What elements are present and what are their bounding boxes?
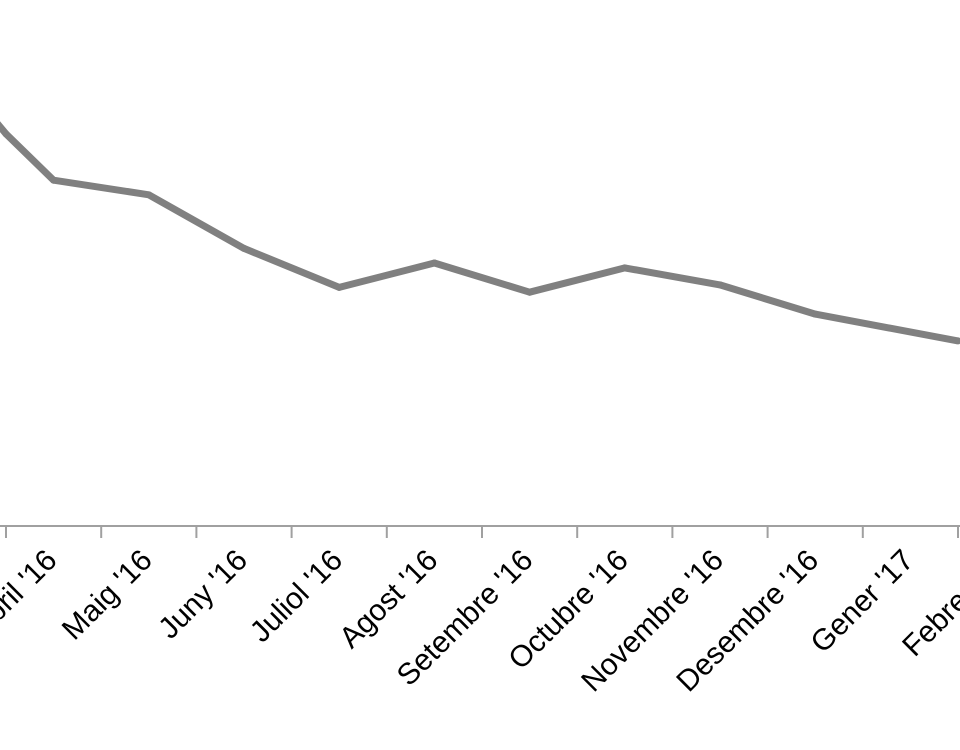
series-line <box>0 121 959 345</box>
data-point <box>335 283 343 291</box>
x-axis <box>0 525 960 538</box>
data-point <box>526 288 534 296</box>
data-point <box>2 130 10 138</box>
data-point <box>430 259 438 267</box>
data-point <box>811 310 819 318</box>
x-tick-label: Abril '16 <box>0 544 64 643</box>
data-point <box>145 191 153 199</box>
series-layer <box>0 121 960 345</box>
data-point <box>954 337 960 345</box>
data-point <box>621 264 629 272</box>
data-point <box>50 176 58 184</box>
data-point <box>716 281 724 289</box>
x-tick-label: Juny '16 <box>152 544 254 646</box>
x-tick-label: Maig '16 <box>56 544 159 647</box>
data-point <box>240 244 248 252</box>
x-tick-label: Juliol '16 <box>244 544 349 649</box>
